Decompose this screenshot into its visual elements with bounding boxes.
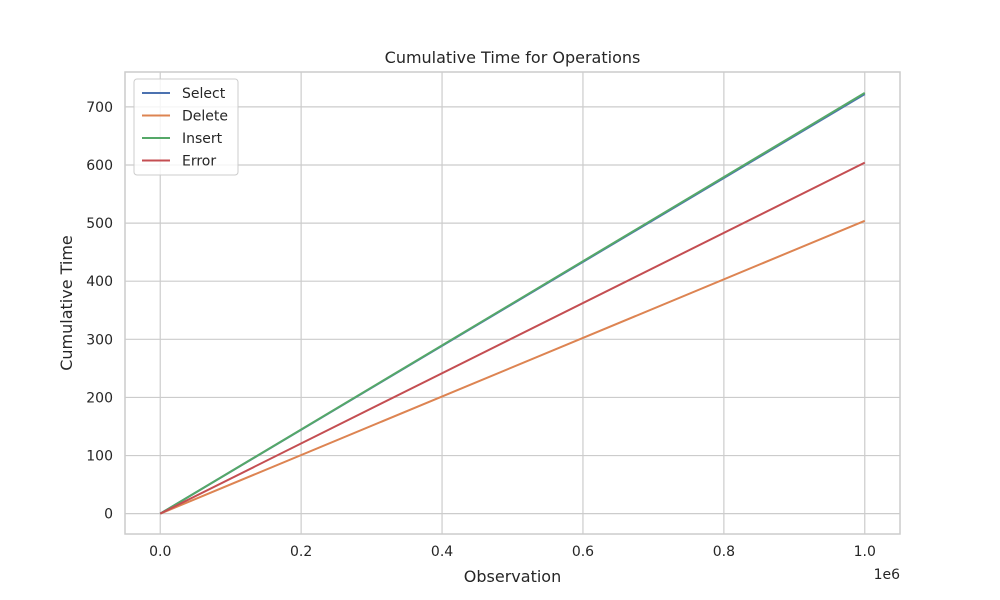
y-axis-label: Cumulative Time xyxy=(57,235,76,371)
legend-box xyxy=(133,78,239,176)
series-line-delete xyxy=(159,219,866,515)
y-tick-label: 0 xyxy=(104,507,113,523)
y-tick-label: 500 xyxy=(86,216,113,232)
legend: Select Delete Insert Error xyxy=(133,78,239,176)
tick-labels: 0.0 0.2 0.4 0.6 0.8 1.0 0 100 200 300 400 500 600 700 xyxy=(86,100,876,560)
series-line-error xyxy=(159,161,866,515)
x-axis-label: Observation xyxy=(464,567,561,586)
series-line-insert xyxy=(159,92,866,515)
legend-label-select: Select xyxy=(182,86,226,102)
x-tick-label: 1.0 xyxy=(854,544,876,560)
x-tick-label: 0.4 xyxy=(431,544,453,560)
legend-label-delete: Delete xyxy=(182,109,228,125)
chart-title: Cumulative Time for Operations xyxy=(385,48,641,67)
plot-frame xyxy=(124,71,901,535)
y-tick-label: 100 xyxy=(86,449,113,465)
y-tick-label: 200 xyxy=(86,390,113,406)
x-axis-offset-label: 1e6 xyxy=(874,567,901,583)
y-tick-label: 700 xyxy=(86,100,113,116)
legend-label-error: Error xyxy=(182,154,216,170)
x-tick-label: 0.0 xyxy=(149,544,171,560)
series-lines xyxy=(159,92,866,515)
x-tick-label: 0.8 xyxy=(713,544,735,560)
legend-label-insert: Insert xyxy=(182,131,223,147)
y-tick-label: 400 xyxy=(86,274,113,290)
y-tick-label: 300 xyxy=(86,332,113,348)
x-tick-label: 0.6 xyxy=(572,544,594,560)
y-tick-label: 600 xyxy=(86,158,113,174)
grid xyxy=(125,72,900,534)
x-tick-label: 0.2 xyxy=(290,544,312,560)
